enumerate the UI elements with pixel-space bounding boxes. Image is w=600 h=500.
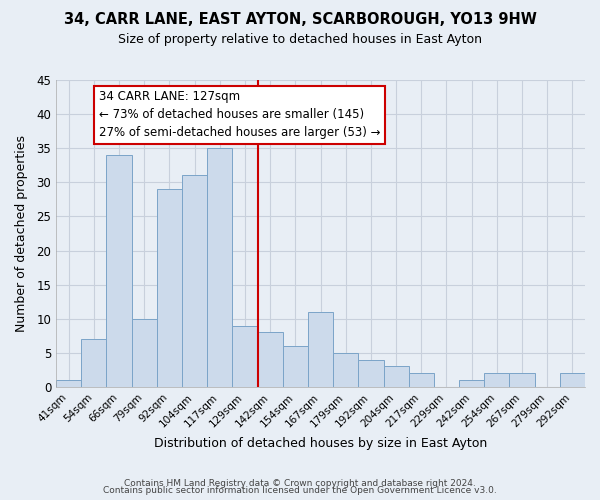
Bar (333, 353, 358, 387)
Bar (409, 374, 434, 387)
Bar (283, 346, 308, 387)
Text: 34, CARR LANE, EAST AYTON, SCARBOROUGH, YO13 9HW: 34, CARR LANE, EAST AYTON, SCARBOROUGH, … (64, 12, 536, 28)
Bar (182, 176, 207, 387)
Bar (509, 374, 535, 387)
Y-axis label: Number of detached properties: Number of detached properties (15, 135, 28, 332)
Text: Size of property relative to detached houses in East Ayton: Size of property relative to detached ho… (118, 32, 482, 46)
Bar (207, 148, 232, 387)
Text: Contains public sector information licensed under the Open Government Licence v3: Contains public sector information licen… (103, 486, 497, 495)
Bar (484, 374, 509, 387)
Bar (308, 312, 333, 387)
Bar (106, 155, 131, 387)
Bar (257, 332, 283, 387)
Bar (56, 380, 81, 387)
Bar (157, 189, 182, 387)
Bar (383, 366, 409, 387)
Bar (232, 326, 257, 387)
Bar (560, 374, 585, 387)
Bar (81, 339, 106, 387)
X-axis label: Distribution of detached houses by size in East Ayton: Distribution of detached houses by size … (154, 437, 487, 450)
Bar (459, 380, 484, 387)
Bar (131, 318, 157, 387)
Text: 34 CARR LANE: 127sqm
← 73% of detached houses are smaller (145)
27% of semi-deta: 34 CARR LANE: 127sqm ← 73% of detached h… (99, 90, 380, 139)
Text: Contains HM Land Registry data © Crown copyright and database right 2024.: Contains HM Land Registry data © Crown c… (124, 478, 476, 488)
Bar (358, 360, 383, 387)
